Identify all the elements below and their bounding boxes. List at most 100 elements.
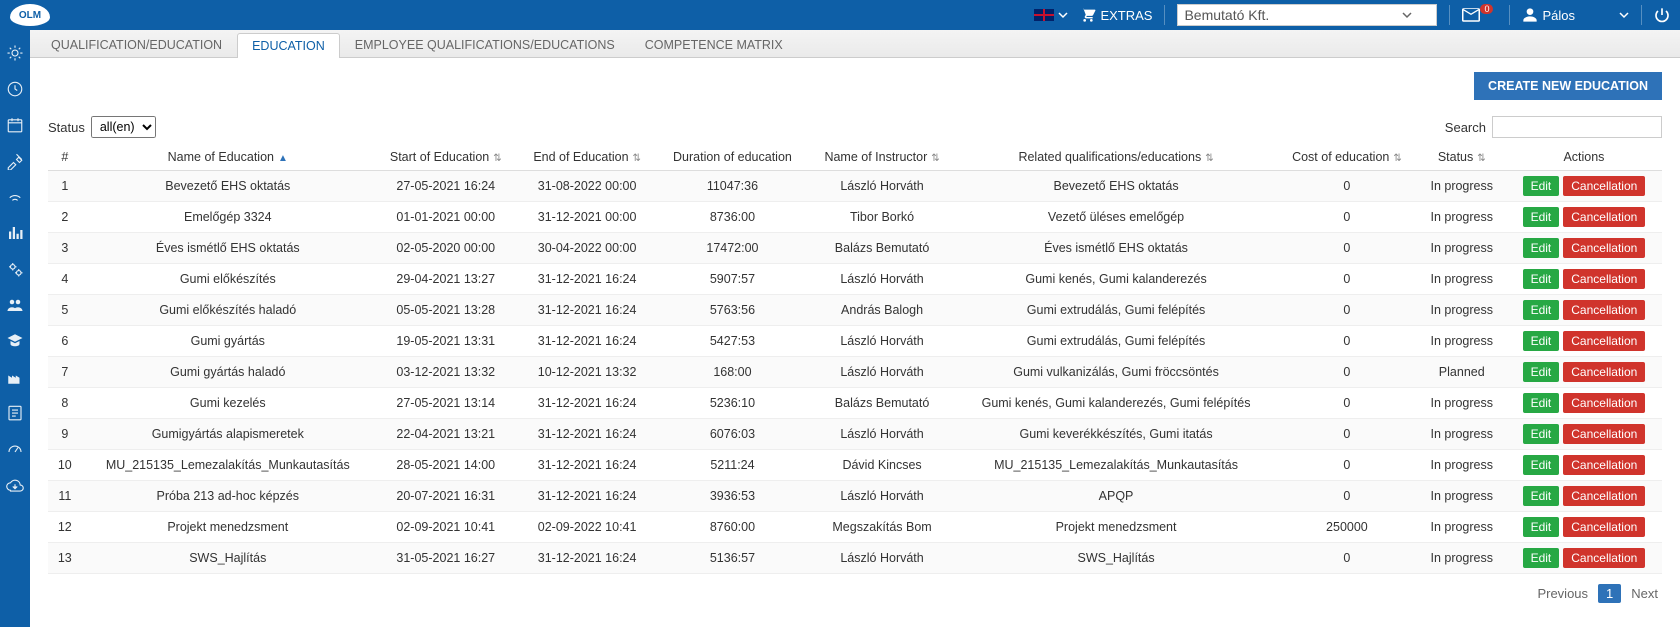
edit-button[interactable]: Edit bbox=[1523, 238, 1560, 258]
cell-name: Bevezető EHS oktatás bbox=[82, 171, 374, 202]
col-name[interactable]: Name of Education▲ bbox=[82, 144, 374, 171]
cell-cost: 0 bbox=[1276, 388, 1417, 419]
cell-start: 02-05-2020 00:00 bbox=[374, 233, 518, 264]
tab-competence-matrix[interactable]: COMPETENCE MATRIX bbox=[630, 32, 798, 57]
pager-previous[interactable]: Previous bbox=[1537, 586, 1588, 601]
sidebar-tools-icon[interactable] bbox=[6, 152, 24, 170]
table-row: 10MU_215135_Lemezalakítás_Munkautasítás2… bbox=[48, 450, 1662, 481]
cancellation-button[interactable]: Cancellation bbox=[1563, 517, 1645, 537]
col-status[interactable]: Status⇅ bbox=[1418, 144, 1506, 171]
tab-qualification-education[interactable]: QUALIFICATION/EDUCATION bbox=[36, 32, 237, 57]
sidebar-dashboard-icon[interactable] bbox=[6, 44, 24, 62]
col-related[interactable]: Related qualifications/educations⇅ bbox=[956, 144, 1276, 171]
cancellation-button[interactable]: Cancellation bbox=[1563, 393, 1645, 413]
divider bbox=[1164, 5, 1165, 25]
cell-end: 31-08-2022 00:00 bbox=[518, 171, 657, 202]
col-start[interactable]: Start of Education⇅ bbox=[374, 144, 518, 171]
sidebar-graduate-icon[interactable] bbox=[6, 332, 24, 350]
sidebar-gears-icon[interactable] bbox=[6, 260, 24, 278]
sidebar-wifi-icon[interactable] bbox=[6, 188, 24, 206]
mail-button[interactable]: 0 bbox=[1462, 8, 1497, 22]
cell-instructor: László Horváth bbox=[808, 264, 956, 295]
user-menu[interactable]: Pálos bbox=[1522, 7, 1629, 23]
sidebar-calendar-icon[interactable] bbox=[6, 116, 24, 134]
edit-button[interactable]: Edit bbox=[1523, 331, 1560, 351]
edit-button[interactable]: Edit bbox=[1523, 207, 1560, 227]
language-switcher[interactable] bbox=[1034, 9, 1068, 21]
table-row: 4Gumi előkészítés29-04-2021 13:2731-12-2… bbox=[48, 264, 1662, 295]
status-select[interactable]: all(en) bbox=[91, 116, 156, 138]
tab-education[interactable]: EDUCATION bbox=[237, 33, 340, 58]
edit-button[interactable]: Edit bbox=[1523, 269, 1560, 289]
cancellation-button[interactable]: Cancellation bbox=[1563, 300, 1645, 320]
cell-end: 31-12-2021 16:24 bbox=[518, 295, 657, 326]
edit-button[interactable]: Edit bbox=[1523, 424, 1560, 444]
sidebar-gauge-icon[interactable] bbox=[6, 440, 24, 458]
cancellation-button[interactable]: Cancellation bbox=[1563, 331, 1645, 351]
cancellation-button[interactable]: Cancellation bbox=[1563, 486, 1645, 506]
pager-current[interactable]: 1 bbox=[1598, 584, 1621, 603]
cell-related: Bevezető EHS oktatás bbox=[956, 171, 1276, 202]
logout-button[interactable] bbox=[1654, 7, 1670, 23]
edit-button[interactable]: Edit bbox=[1523, 517, 1560, 537]
cell-cost: 0 bbox=[1276, 295, 1417, 326]
cell-status: In progress bbox=[1418, 450, 1506, 481]
cancellation-button[interactable]: Cancellation bbox=[1563, 455, 1645, 475]
cell-status: In progress bbox=[1418, 202, 1506, 233]
cell-idx: 8 bbox=[48, 388, 82, 419]
cancellation-button[interactable]: Cancellation bbox=[1563, 424, 1645, 444]
sidebar-clock-icon[interactable] bbox=[6, 80, 24, 98]
cancellation-button[interactable]: Cancellation bbox=[1563, 362, 1645, 382]
sidebar-cloud-icon[interactable] bbox=[6, 476, 24, 494]
cancellation-button[interactable]: Cancellation bbox=[1563, 176, 1645, 196]
main: QUALIFICATION/EDUCATIONEDUCATIONEMPLOYEE… bbox=[30, 30, 1680, 627]
edit-button[interactable]: Edit bbox=[1523, 455, 1560, 475]
cell-start: 05-05-2021 13:28 bbox=[374, 295, 518, 326]
col-instructor[interactable]: Name of Instructor⇅ bbox=[808, 144, 956, 171]
col-cost[interactable]: Cost of education⇅ bbox=[1276, 144, 1417, 171]
cell-cost: 0 bbox=[1276, 357, 1417, 388]
company-select[interactable]: Bemutató Kft. bbox=[1177, 4, 1437, 26]
edit-button[interactable]: Edit bbox=[1523, 300, 1560, 320]
table-row: 13SWS_Hajlítás31-05-2021 16:2731-12-2021… bbox=[48, 543, 1662, 574]
cell-start: 03-12-2021 13:32 bbox=[374, 357, 518, 388]
extras-link[interactable]: EXTRAS bbox=[1080, 7, 1152, 23]
user-icon bbox=[1522, 7, 1538, 23]
edit-button[interactable]: Edit bbox=[1523, 176, 1560, 196]
cell-related: Gumi keverékkészítés, Gumi itatás bbox=[956, 419, 1276, 450]
cancellation-button[interactable]: Cancellation bbox=[1563, 548, 1645, 568]
edit-button[interactable]: Edit bbox=[1523, 548, 1560, 568]
cancellation-button[interactable]: Cancellation bbox=[1563, 238, 1645, 258]
cell-end: 31-12-2021 16:24 bbox=[518, 264, 657, 295]
cell-instructor: László Horváth bbox=[808, 171, 956, 202]
cell-status: In progress bbox=[1418, 481, 1506, 512]
cell-status: In progress bbox=[1418, 326, 1506, 357]
sidebar-report-icon[interactable] bbox=[6, 404, 24, 422]
cancellation-button[interactable]: Cancellation bbox=[1563, 269, 1645, 289]
cell-related: Gumi kenés, Gumi kalanderezés bbox=[956, 264, 1276, 295]
create-new-education-button[interactable]: CREATE NEW EDUCATION bbox=[1474, 72, 1662, 100]
power-icon bbox=[1654, 7, 1670, 23]
status-label: Status bbox=[48, 120, 85, 135]
divider bbox=[1509, 5, 1510, 25]
cancellation-button[interactable]: Cancellation bbox=[1563, 207, 1645, 227]
cell-related: Gumi vulkanizálás, Gumi fröccsöntés bbox=[956, 357, 1276, 388]
cell-idx: 13 bbox=[48, 543, 82, 574]
cell-end: 30-04-2022 00:00 bbox=[518, 233, 657, 264]
pager-next[interactable]: Next bbox=[1631, 586, 1658, 601]
search-input[interactable] bbox=[1492, 116, 1662, 138]
sidebar-chart-icon[interactable] bbox=[6, 224, 24, 242]
cell-actions: EditCancellation bbox=[1506, 543, 1662, 574]
cell-related: APQP bbox=[956, 481, 1276, 512]
tab-employee-qualifications-educations[interactable]: EMPLOYEE QUALIFICATIONS/EDUCATIONS bbox=[340, 32, 630, 57]
cell-end: 31-12-2021 16:24 bbox=[518, 543, 657, 574]
logo: OLM bbox=[10, 4, 50, 26]
edit-button[interactable]: Edit bbox=[1523, 362, 1560, 382]
edit-button[interactable]: Edit bbox=[1523, 393, 1560, 413]
cell-instructor: Megszakítás Bom bbox=[808, 512, 956, 543]
sidebar-factory-icon[interactable] bbox=[6, 368, 24, 386]
cell-name: MU_215135_Lemezalakítás_Munkautasítás bbox=[82, 450, 374, 481]
edit-button[interactable]: Edit bbox=[1523, 486, 1560, 506]
sidebar-users-icon[interactable] bbox=[6, 296, 24, 314]
col-end[interactable]: End of Education⇅ bbox=[518, 144, 657, 171]
